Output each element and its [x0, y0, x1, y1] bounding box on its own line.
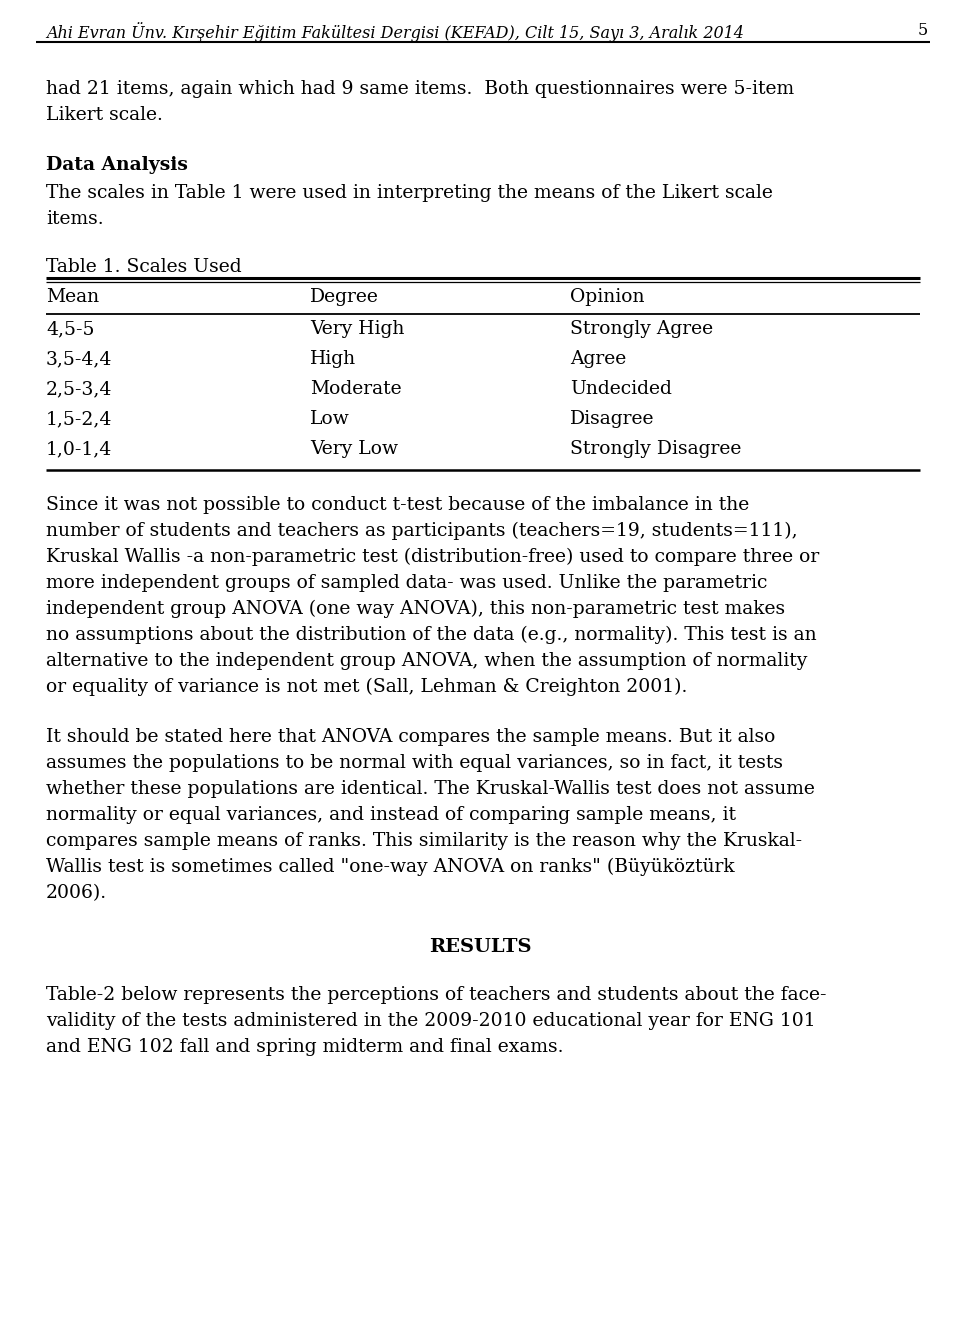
Text: 1,5-2,4: 1,5-2,4	[46, 410, 112, 428]
Text: 2,5-3,4: 2,5-3,4	[46, 380, 112, 398]
Text: It should be stated here that ANOVA compares the sample means. But it also: It should be stated here that ANOVA comp…	[46, 728, 776, 746]
Text: 4,5-5: 4,5-5	[46, 320, 94, 339]
Text: alternative to the independent group ANOVA, when the assumption of normality: alternative to the independent group ANO…	[46, 652, 807, 671]
Text: independent group ANOVA (one way ANOVA), this non-parametric test makes: independent group ANOVA (one way ANOVA),…	[46, 600, 785, 619]
Text: The scales in Table 1 were used in interpreting the means of the Likert scale: The scales in Table 1 were used in inter…	[46, 185, 773, 202]
Text: whether these populations are identical. The Kruskal-Wallis test does not assume: whether these populations are identical.…	[46, 780, 815, 798]
Text: 5: 5	[918, 23, 928, 39]
Text: Strongly Agree: Strongly Agree	[570, 320, 713, 339]
Text: Table-2 below represents the perceptions of teachers and students about the face: Table-2 below represents the perceptions…	[46, 985, 827, 1004]
Text: normality or equal variances, and instead of comparing sample means, it: normality or equal variances, and instea…	[46, 806, 736, 823]
Text: Ahi Evran Ünv. Kırşehir Eğitim Fakültesi Dergisi (KEFAD), Cilt 15, Sayı 3, Aralı: Ahi Evran Ünv. Kırşehir Eğitim Fakültesi…	[46, 23, 744, 42]
Text: Data Analysis: Data Analysis	[46, 155, 188, 174]
Text: or equality of variance is not met (Sall, Lehman & Creighton 2001).: or equality of variance is not met (Sall…	[46, 679, 687, 696]
Text: validity of the tests administered in the 2009-2010 educational year for ENG 101: validity of the tests administered in th…	[46, 1012, 816, 1031]
Text: Strongly Disagree: Strongly Disagree	[570, 440, 741, 458]
Text: Very High: Very High	[310, 320, 404, 339]
Text: Since it was not possible to conduct t-test because of the imbalance in the: Since it was not possible to conduct t-t…	[46, 495, 749, 514]
Text: number of students and teachers as participants (teachers=19, students=111),: number of students and teachers as parti…	[46, 522, 798, 540]
Text: Agree: Agree	[570, 351, 626, 368]
Text: Opinion: Opinion	[570, 288, 644, 305]
Text: 2006).: 2006).	[46, 884, 108, 902]
Text: and ENG 102 fall and spring midterm and final exams.: and ENG 102 fall and spring midterm and …	[46, 1038, 564, 1056]
Text: Moderate: Moderate	[310, 380, 401, 398]
Text: 1,0-1,4: 1,0-1,4	[46, 440, 112, 458]
Text: more independent groups of sampled data- was used. Unlike the parametric: more independent groups of sampled data-…	[46, 574, 767, 592]
Text: Degree: Degree	[310, 288, 379, 305]
Text: Very Low: Very Low	[310, 440, 398, 458]
Text: Mean: Mean	[46, 288, 99, 305]
Text: compares sample means of ranks. This similarity is the reason why the Kruskal-: compares sample means of ranks. This sim…	[46, 833, 803, 850]
Text: had 21 items, again which had 9 same items.  Both questionnaires were 5-item: had 21 items, again which had 9 same ite…	[46, 80, 794, 98]
Text: no assumptions about the distribution of the data (e.g., normality). This test i: no assumptions about the distribution of…	[46, 625, 817, 644]
Text: 3,5-4,4: 3,5-4,4	[46, 351, 112, 368]
Text: High: High	[310, 351, 356, 368]
Text: Low: Low	[310, 410, 349, 428]
Text: assumes the populations to be normal with equal variances, so in fact, it tests: assumes the populations to be normal wit…	[46, 754, 783, 772]
Text: Table 1. Scales Used: Table 1. Scales Used	[46, 258, 242, 276]
Text: Undecided: Undecided	[570, 380, 672, 398]
Text: items.: items.	[46, 210, 104, 228]
Text: Kruskal Wallis -a non-parametric test (distribution-free) used to compare three : Kruskal Wallis -a non-parametric test (d…	[46, 548, 819, 566]
Text: Disagree: Disagree	[570, 410, 655, 428]
Text: RESULTS: RESULTS	[429, 938, 531, 956]
Text: Likert scale.: Likert scale.	[46, 106, 163, 124]
Text: Wallis test is sometimes called "one-way ANOVA on ranks" (Büyüköztürk: Wallis test is sometimes called "one-way…	[46, 858, 734, 876]
